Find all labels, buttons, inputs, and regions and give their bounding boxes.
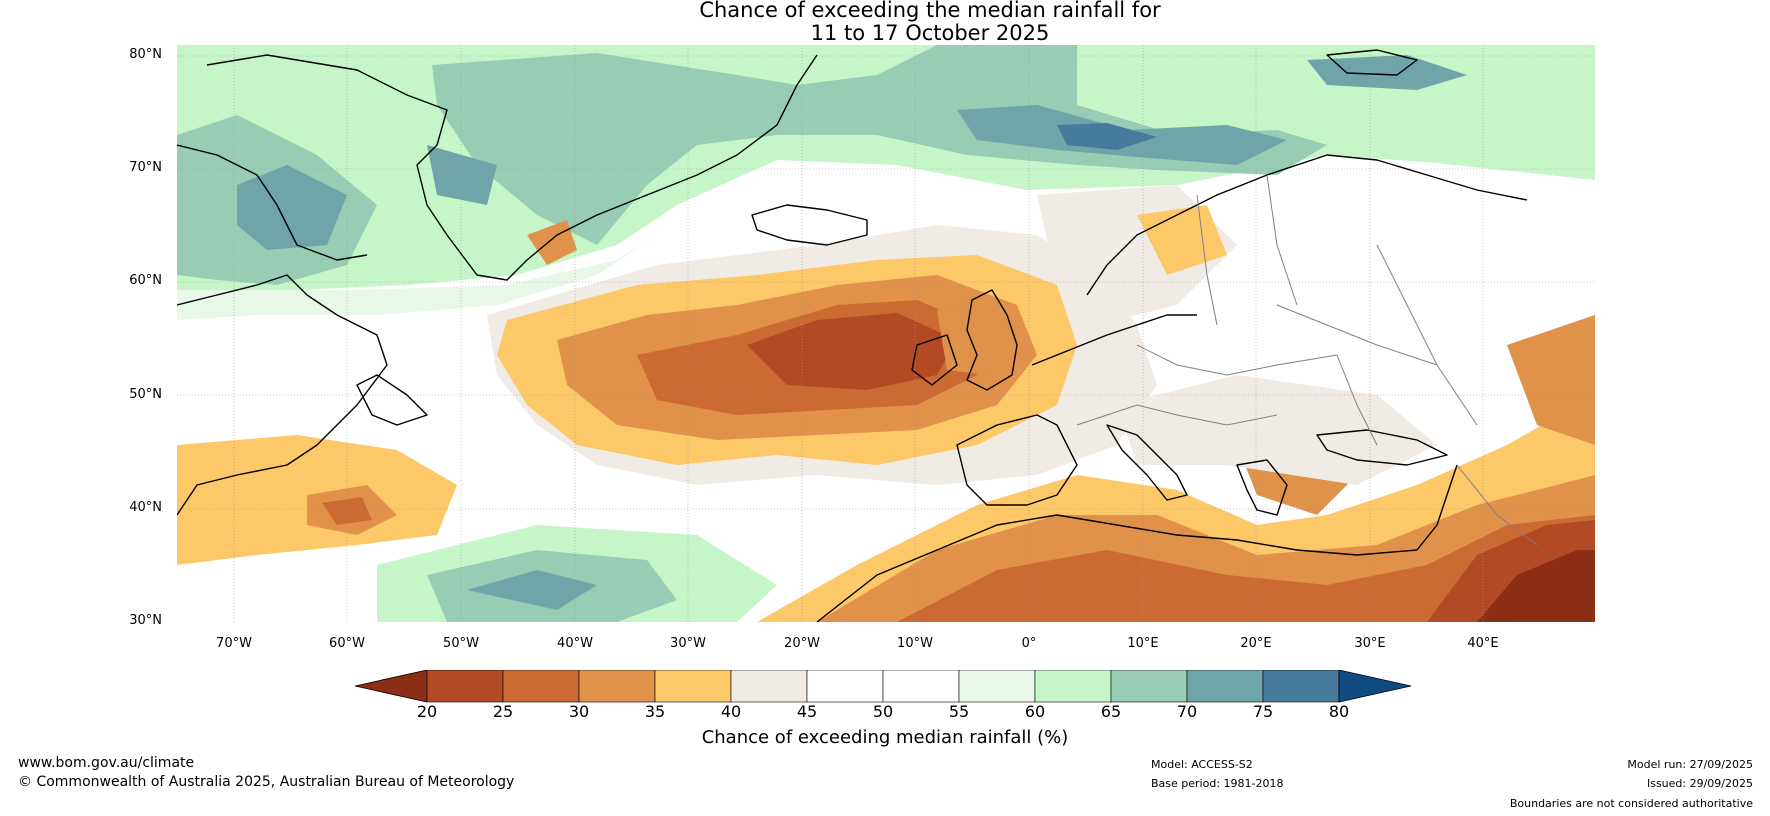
graticule <box>177 45 1595 622</box>
country-borders <box>1076 174 1538 546</box>
lon-label-20e: 20°E <box>1240 636 1272 651</box>
region-atlantic-core <box>747 313 957 390</box>
coast-labrador <box>177 274 388 516</box>
lat-label-60n: 60°N <box>129 273 162 288</box>
colorbar-extend-high <box>1338 670 1412 703</box>
lon-label-20w: 20°W <box>784 636 820 651</box>
coast-north-africa <box>816 514 1418 622</box>
footer-base-period: Base period: 1981-2018 <box>1151 777 1284 790</box>
colorbar-tick-55: 55 <box>948 702 970 721</box>
colorbar-bin-70-75 <box>1186 670 1264 703</box>
colorbar-bin-50-55 <box>882 670 960 703</box>
coastlines <box>177 49 1528 622</box>
colorbar-bin-60-65 <box>1034 670 1112 703</box>
colorbar-bin-30-35 <box>578 670 656 703</box>
lat-label-70n: 70°N <box>129 160 162 175</box>
colorbar-bin-65-70 <box>1110 670 1188 703</box>
lon-label-60w: 60°W <box>329 636 365 651</box>
lon-label-70w: 70°W <box>216 636 252 651</box>
footer-copyright: © Commonwealth of Australia 2025, Austra… <box>18 774 515 790</box>
colorbar-extend-low <box>354 670 428 703</box>
lat-label-40n: 40°N <box>129 500 162 515</box>
lat-label-80n: 80°N <box>129 47 162 62</box>
map-title-line2: 11 to 17 October 2025 <box>810 21 1050 45</box>
coast-uk <box>966 289 1018 391</box>
region-caspian-orange <box>1507 315 1595 445</box>
rainfall-map <box>177 45 1595 622</box>
coast-iceland <box>751 204 868 246</box>
lon-label-30e: 30°E <box>1354 636 1386 651</box>
colorbar-bin-45-50 <box>806 670 884 703</box>
footer-model: Model: ACCESS-S2 <box>1151 758 1253 771</box>
lon-label-10w: 10°W <box>897 636 933 651</box>
footer-model-run: Model run: 27/09/2025 <box>1627 758 1753 771</box>
region-med-beige <box>1117 375 1437 485</box>
colorbar <box>354 670 1412 703</box>
colorbar-tick-70: 70 <box>1176 702 1198 721</box>
coast-black-sea <box>1316 429 1448 466</box>
region-subtropic-darkteal <box>467 570 597 610</box>
colorbar-bin-35-40 <box>654 670 732 703</box>
lon-label-10e: 10°E <box>1127 636 1159 651</box>
region-greenland-teal <box>427 145 497 205</box>
colorbar-tick-50: 50 <box>872 702 894 721</box>
colorbar-tick-25: 25 <box>492 702 514 721</box>
colorbar-bin-75-80 <box>1262 670 1340 703</box>
colorbar-tick-40: 40 <box>720 702 742 721</box>
colorbar-tick-20: 20 <box>416 702 438 721</box>
colorbar-tick-45: 45 <box>796 702 818 721</box>
region-subarctic-light <box>177 235 657 320</box>
lon-label-0: 0° <box>1021 636 1037 651</box>
footer-website: www.bom.gov.au/climate <box>18 755 195 771</box>
coast-greece <box>1236 459 1288 516</box>
map-title-line1: Chance of exceeding the median rainfall … <box>699 0 1161 22</box>
coast-svalbard <box>1326 49 1418 76</box>
region-arctic-teal <box>432 45 1327 245</box>
lon-label-40e: 40°E <box>1467 636 1499 651</box>
coast-italy <box>1106 424 1188 501</box>
lon-label-30w: 30°W <box>670 636 706 651</box>
colorbar-tick-35: 35 <box>644 702 666 721</box>
colorbar-tick-80: 80 <box>1328 702 1350 721</box>
coast-iberia <box>956 414 1078 506</box>
region-svalbard-teal <box>1307 55 1467 90</box>
coast-levant <box>1416 464 1458 551</box>
colorbar-tick-30: 30 <box>568 702 590 721</box>
lat-label-50n: 50°N <box>129 387 162 402</box>
colorbar-bin-25-30 <box>502 670 580 703</box>
lon-label-40w: 40°W <box>557 636 593 651</box>
region-arctic-blue <box>1057 123 1157 150</box>
colorbar-tick-60: 60 <box>1024 702 1046 721</box>
coast-europe-west <box>1031 314 1197 366</box>
footer-issued: Issued: 29/09/2025 <box>1646 777 1753 790</box>
colorbar-label: Chance of exceeding median rainfall (%) <box>701 727 1069 748</box>
footer-disclaimer: Boundaries are not considered authoritat… <box>1509 797 1753 810</box>
region-africa-rust <box>897 515 1595 622</box>
coast-ireland <box>911 334 958 386</box>
region-mideast-deep <box>1477 550 1595 622</box>
colorbar-tick-65: 65 <box>1100 702 1122 721</box>
colorbar-bin-55-60 <box>958 670 1036 703</box>
lat-label-30n: 30°N <box>129 613 162 628</box>
coast-greenland <box>206 54 818 281</box>
lon-label-50w: 50°W <box>443 636 479 651</box>
coast-newfoundland <box>356 374 428 426</box>
coast-baffin <box>177 144 368 261</box>
colorbar-tick-75: 75 <box>1252 702 1274 721</box>
colorbar-bin-20-25 <box>426 670 504 703</box>
colorbar-bin-40-45 <box>730 670 808 703</box>
